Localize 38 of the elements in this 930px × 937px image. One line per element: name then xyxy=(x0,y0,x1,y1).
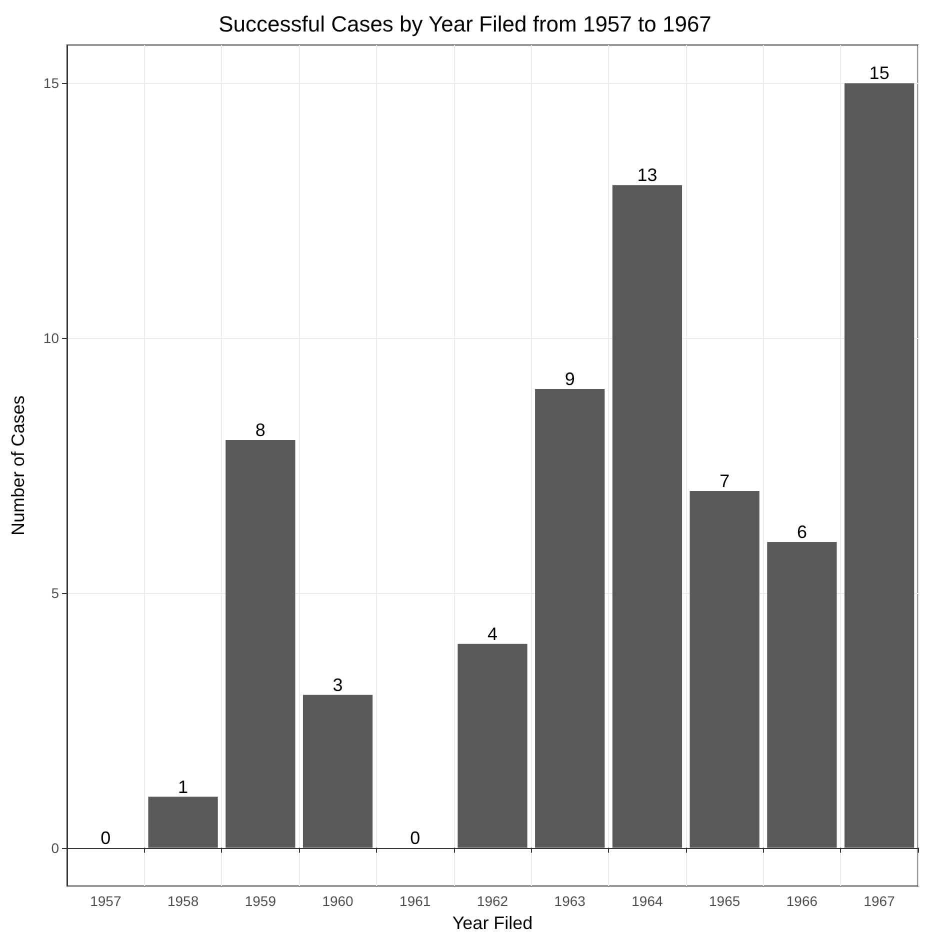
x-tick-label: 1964 xyxy=(632,893,664,909)
bar xyxy=(844,83,914,848)
x-tick-label: 1965 xyxy=(709,893,740,909)
x-tick-label: 1967 xyxy=(864,893,896,909)
data-label: 7 xyxy=(720,470,730,491)
x-axis-title: Year Filed xyxy=(452,913,533,933)
x-tick-label: 1959 xyxy=(244,893,276,909)
data-label: 1 xyxy=(178,776,188,797)
x-tick-label: 1958 xyxy=(167,893,199,909)
bar xyxy=(302,694,373,848)
data-label: 15 xyxy=(869,63,890,84)
bar xyxy=(612,185,682,848)
data-label: 4 xyxy=(487,624,498,644)
x-tick-label: 1961 xyxy=(400,893,431,909)
x-tick-label: 1963 xyxy=(554,893,586,909)
y-tick-label: 10 xyxy=(43,330,60,346)
bar xyxy=(148,796,218,848)
x-tick-label: 1957 xyxy=(90,893,122,909)
data-label: 13 xyxy=(637,165,658,186)
bar xyxy=(458,644,528,848)
y-axis-title: Number of Cases xyxy=(8,395,28,536)
data-label: 8 xyxy=(255,420,266,440)
bar xyxy=(535,389,605,848)
y-tick-label: 0 xyxy=(51,840,60,856)
data-label: 0 xyxy=(410,828,420,848)
bar xyxy=(226,440,296,848)
bar xyxy=(690,490,760,848)
data-label: 3 xyxy=(332,674,343,695)
data-label: 0 xyxy=(100,828,111,848)
data-label: 9 xyxy=(564,369,575,390)
y-tick-label: 15 xyxy=(43,75,60,92)
x-tick-label: 1966 xyxy=(786,893,818,909)
data-label: 6 xyxy=(796,522,807,542)
x-tick-label: 1962 xyxy=(476,893,508,909)
x-tick-label: 1960 xyxy=(322,893,354,909)
chart-title: Successful Cases by Year Filed from 1957 to 1967 xyxy=(218,12,712,36)
bar xyxy=(767,542,837,848)
y-tick-label: 5 xyxy=(51,584,60,601)
